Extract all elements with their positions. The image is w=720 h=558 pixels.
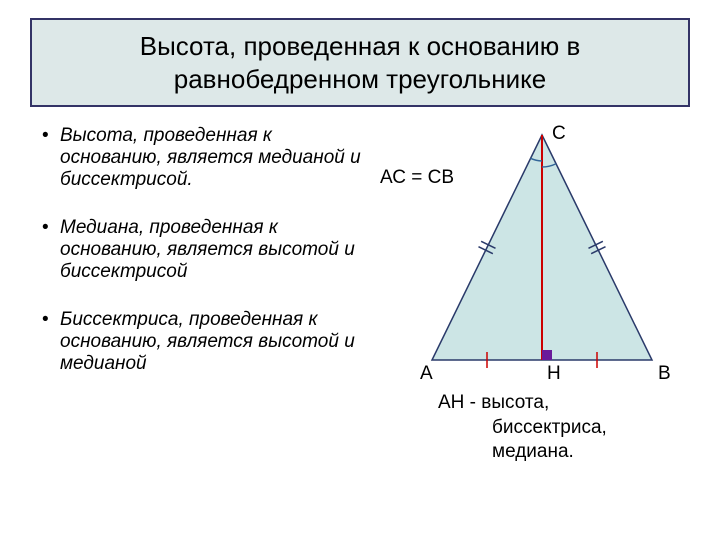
content-area: Высота, проведенная к основанию, являетс…	[0, 107, 720, 401]
equality-label: АС = СВ	[380, 167, 454, 189]
title-inner: Высота, проведенная к основанию в равноб…	[32, 20, 688, 105]
caption-l1: АН - высота,	[438, 391, 607, 416]
caption-l3: медиана.	[438, 440, 607, 465]
diagram-area: АС = СВ С А В Н АН - высота, биссектриса…	[362, 125, 690, 401]
bullet-item: Высота, проведенная к основанию, являетс…	[42, 125, 362, 191]
bullet-item: Медиана, проведенная к основанию, являет…	[42, 217, 362, 283]
caption-line: АН - высота, биссектриса, медиана.	[438, 391, 607, 465]
title-bar: Высота, проведенная к основанию в равноб…	[30, 18, 690, 107]
bullet-list: Высота, проведенная к основанию, являетс…	[42, 125, 362, 401]
slide-title: Высота, проведенная к основанию в равноб…	[52, 30, 668, 95]
vertex-c-label: С	[552, 123, 566, 145]
vertex-b-label: В	[658, 363, 671, 385]
caption-l2: биссектриса,	[438, 416, 607, 441]
vertex-a-label: А	[420, 363, 433, 385]
bullet-lead: Биссектриса	[60, 309, 179, 330]
bullet-lead: Медиана	[60, 217, 139, 238]
bullet-item: Биссектриса, проведенная к основанию, яв…	[42, 309, 362, 375]
bullet-lead: Высота	[60, 125, 133, 146]
foot-h-label: Н	[547, 363, 561, 385]
right-angle-icon	[542, 350, 552, 360]
